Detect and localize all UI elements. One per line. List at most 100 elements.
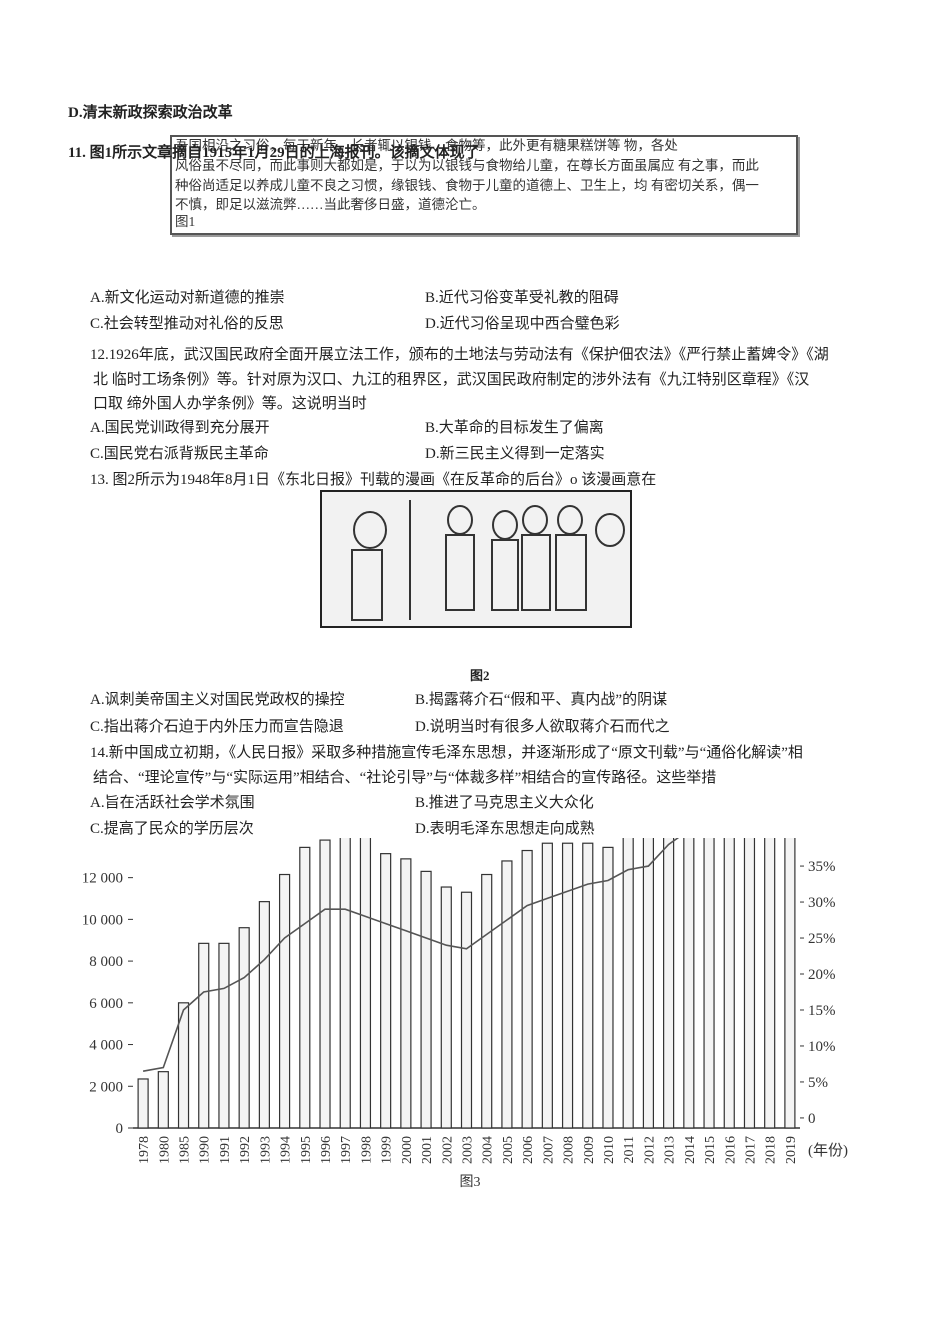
x-tick-label: 1998 (359, 1136, 374, 1164)
x-tick-label: 2015 (703, 1136, 718, 1164)
option: C.国民党右派背叛民主革命 (90, 446, 269, 462)
figure-caption: 图3 (460, 1175, 481, 1190)
x-tick-label: 2000 (400, 1136, 415, 1164)
y-tick-label: 4 000 (89, 1038, 123, 1054)
figure-text: 不慎，即足以滋流弊……当此奢侈日盛，道德沦亡。 (175, 197, 486, 212)
option: B.大革命的目标发生了偏离 (425, 420, 604, 436)
x-axis-label: (年份) (808, 1142, 848, 1159)
figure-label: 图1 (175, 214, 196, 229)
question-stem: 12.1926年底，武汉国民政府全面开展立法工作，颁布的土地法与劳动法有《保护佃… (90, 347, 829, 363)
y2-tick-label: 35% (808, 859, 836, 875)
x-tick-label: 2019 (784, 1136, 799, 1164)
y-tick-label: 2 000 (89, 1079, 123, 1095)
x-tick-label: 2005 (501, 1136, 516, 1164)
bar (602, 846, 614, 1129)
x-tick-label: 2016 (723, 1136, 738, 1164)
bar (258, 901, 270, 1129)
y2-tick-label: 15% (808, 1003, 836, 1019)
bar (663, 838, 675, 1129)
x-tick-label: 1980 (157, 1136, 172, 1164)
bar (743, 838, 756, 1129)
bar (723, 838, 735, 1129)
x-tick-label: 2001 (420, 1136, 435, 1164)
bar (299, 846, 311, 1129)
option: B.近代习俗变革受礼教的阻碍 (425, 290, 619, 306)
y-tick-label: 0 (116, 1121, 124, 1137)
question-stem: 14.新中国成立初期，《人民日报》采取多种措施宣传毛泽东思想，并逐渐形成了“原文… (90, 745, 803, 761)
y2-tick-label: 5% (808, 1075, 828, 1091)
x-tick-label: 1996 (319, 1136, 334, 1164)
bar (420, 870, 432, 1129)
option: C.提高了民众的学历层次 (90, 821, 254, 837)
bar (339, 838, 351, 1129)
y-tick-label: 10 000 (82, 912, 123, 928)
option: A.新文化运动对新道德的推崇 (90, 290, 285, 306)
bar (137, 1078, 149, 1129)
x-tick-label: 2009 (582, 1136, 597, 1164)
cartoon (320, 490, 632, 628)
x-tick-label: 2013 (663, 1136, 678, 1164)
x-tick-label: 1995 (299, 1136, 314, 1164)
option: A.国民党训政得到充分展开 (90, 420, 270, 436)
bar (582, 842, 594, 1129)
y-tick-label: 6 000 (89, 996, 123, 1012)
option: D.表明毛泽东思想走向成熟 (415, 821, 595, 837)
x-tick-label: 2017 (743, 1136, 758, 1164)
x-tick-label: 2010 (602, 1136, 617, 1164)
bar (561, 842, 574, 1129)
option: D.清末新政探索政治改革 (68, 105, 233, 121)
bar (481, 873, 493, 1129)
y2-tick-label: 25% (808, 931, 836, 947)
option: A.讽刺美帝国主义对国民党政权的操控 (90, 692, 345, 708)
bar (400, 858, 412, 1129)
question-stem: 13. 图2所示为1948年8月1日《东北日报》刊载的漫画《在反革命的后台》o … (90, 472, 657, 488)
y2-tick-label: 20% (808, 967, 836, 983)
question-stem: 11. 图1所示文章摘自1915年1月29日的上海报刊。该摘文体现了 (68, 145, 480, 161)
y2-tick-label: 0 (808, 1111, 816, 1127)
option: A.旨在活跃社会学术氛围 (90, 795, 255, 811)
figure-text: 风俗虽不尽同，而此事则大都如是，于以为以银钱与食物给儿童，在尊长方面虽属应 有之… (175, 158, 759, 173)
x-tick-label: 1999 (380, 1136, 395, 1164)
x-tick-label: 1992 (238, 1136, 253, 1164)
x-tick-label: 1985 (178, 1136, 193, 1164)
x-tick-label: 1991 (218, 1136, 233, 1164)
bar (642, 838, 655, 1129)
x-tick-label: 2002 (440, 1136, 455, 1164)
option: B.推进了马克思主义大众化 (415, 795, 594, 811)
bar (683, 838, 695, 1129)
bar (359, 838, 372, 1129)
bar (177, 1002, 190, 1129)
bar (541, 842, 553, 1129)
figure-text: 吾国相沿之习俗，每于新年，长者辄以银钱、食物等，此外更有糖果糕饼等 物，各处 (175, 138, 678, 153)
option: D.说明当时有很多人欲取蒋介石而代之 (415, 719, 670, 735)
plot (137, 838, 796, 1129)
x-tick-label: 1993 (258, 1136, 273, 1164)
x-tick-label: 2006 (521, 1136, 536, 1164)
bar (784, 838, 796, 1129)
line (142, 838, 680, 1072)
bar (157, 1071, 169, 1129)
y-tick-label: 8 000 (89, 954, 123, 970)
y2-tick-label: 10% (808, 1039, 836, 1055)
figure-text: 种俗尚适足以养成儿童不良之习惯，缘银钱、食物于儿童的道德上、卫生上，均 有密切关… (175, 178, 759, 193)
bar (764, 838, 776, 1129)
option: D.新三民主义得到一定落实 (425, 446, 605, 462)
bar (501, 860, 513, 1129)
bar (278, 873, 291, 1129)
bar (380, 853, 392, 1129)
x-tick-label: 1994 (279, 1136, 294, 1164)
bar (440, 886, 452, 1129)
x-tick-label: 2004 (481, 1136, 496, 1164)
x-tick-label: 2014 (683, 1136, 698, 1164)
x-tick-label: 2007 (541, 1136, 556, 1164)
option: D.近代习俗呈现中西合璧色彩 (425, 316, 620, 332)
question-stem: 北 临时工场条例》等。针对原为汉口、九江的租界区，武汉国民政府制定的涉外法有《九… (93, 372, 810, 388)
y-tick-label: 12 000 (82, 871, 123, 887)
question-stem: 结合、“理论宣传”与“实际运用”相结合、“社论引导”与“体裁多样”相结合的宣传路… (93, 770, 717, 786)
x-tick-label: 1990 (198, 1136, 213, 1164)
bar (460, 891, 473, 1129)
option: B.揭露蒋介石“假和平、真内战”的阴谋 (415, 692, 668, 708)
x-tick-label: 2012 (642, 1136, 657, 1164)
